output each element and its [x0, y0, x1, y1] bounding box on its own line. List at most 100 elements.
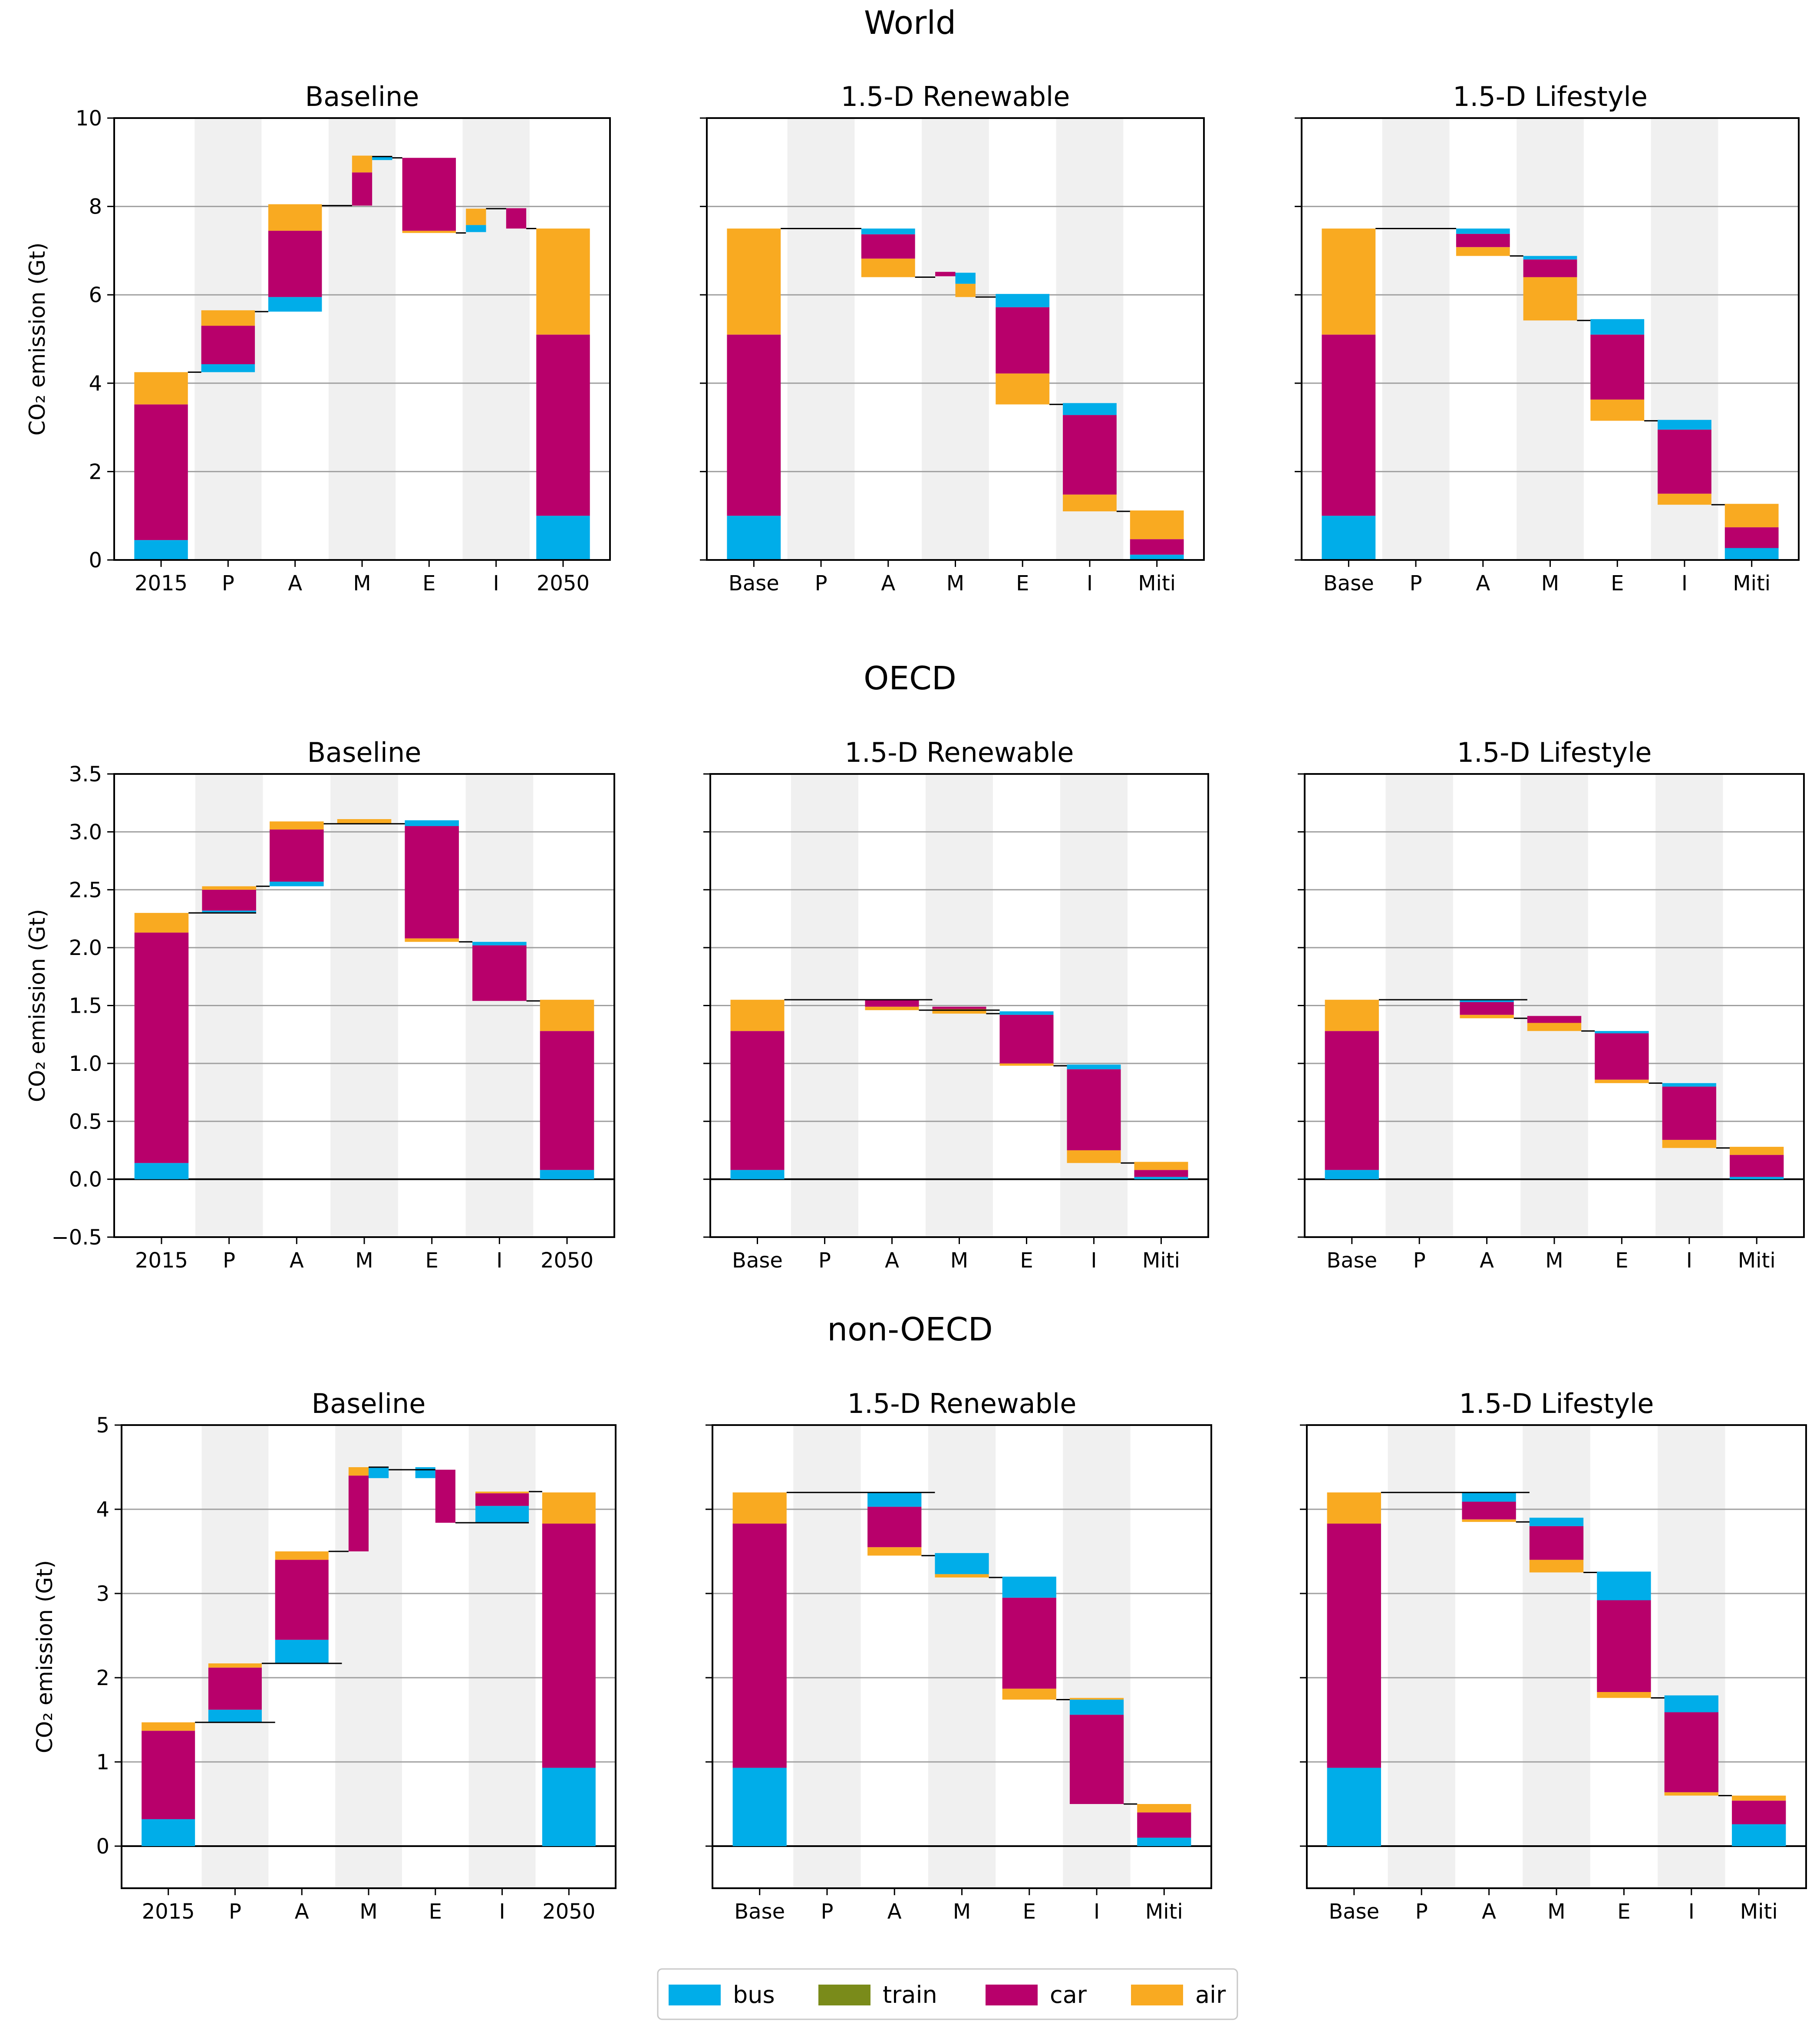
- x-tick-label: Miti: [1138, 571, 1176, 596]
- bar-segment-car: [865, 1000, 919, 1007]
- x-tick-label: 2015: [142, 1900, 195, 1924]
- bar-segment-car: [1322, 334, 1376, 516]
- bar-segment-car: [506, 208, 527, 229]
- x-tick-label: Base: [729, 571, 779, 596]
- bar-segment-bus: [536, 516, 590, 560]
- bar-segment-car: [405, 826, 459, 938]
- y-tick-label: −0.5: [51, 1225, 102, 1250]
- bar-segment-car: [352, 172, 373, 206]
- y-tick-label: 1.0: [69, 1052, 102, 1076]
- bar-segment-bus: [134, 1163, 189, 1179]
- bar-segment-bus: [202, 910, 256, 913]
- bar-segment-bus: [142, 1819, 195, 1846]
- y-tick-label: 2: [89, 460, 102, 484]
- bar-segment-car: [932, 1007, 986, 1009]
- bar-segment-bus: [1732, 1824, 1786, 1846]
- region-oecd: OECD CO₂ emission (Gt) Baseline −0.5 0.0 0.5 1…: [25, 660, 1805, 1273]
- x-tick-label: M: [953, 1900, 971, 1924]
- region-title: OECD: [864, 660, 956, 697]
- panel-title: 1.5-D Renewable: [841, 81, 1070, 112]
- bar-segment-car: [1067, 1069, 1121, 1150]
- bar-segment-car: [201, 326, 255, 365]
- bar-segment-bus: [1137, 1837, 1191, 1846]
- y-axis-label: CO₂ emission (Gt): [32, 1560, 57, 1753]
- bar-segment-air: [1529, 1560, 1584, 1573]
- y-tick-label: 4: [89, 372, 102, 396]
- bar-segment-air: [268, 204, 322, 231]
- bar-segment-bus: [1664, 1695, 1718, 1712]
- bar-segment-air: [134, 372, 188, 405]
- bar-segment-bus: [1529, 1518, 1584, 1526]
- bar-segment-air: [867, 1547, 922, 1556]
- bar-segment-car: [540, 1031, 594, 1170]
- bar-segment-air: [1456, 247, 1510, 256]
- bar-segment-car: [542, 1523, 596, 1768]
- x-tick-label: A: [885, 1248, 899, 1273]
- y-tick-label: 0: [89, 548, 102, 573]
- bar-segment-car: [727, 334, 781, 516]
- bar-segment-car: [996, 307, 1050, 374]
- panel-title: Baseline: [307, 737, 422, 768]
- bar-segment-air: [405, 938, 459, 942]
- x-tick-label: P: [223, 1248, 235, 1273]
- x-tick-label: M: [353, 571, 371, 596]
- bar-segment-air: [996, 373, 1050, 405]
- x-tick-label: E: [425, 1248, 439, 1273]
- bar-segment-bus: [1724, 548, 1779, 560]
- panel-title: Baseline: [312, 1388, 426, 1419]
- region-world: World CO₂ emission (Gt) Baseline 0 2 4 6 8 10 201…: [25, 4, 1800, 596]
- x-tick-label: E: [1615, 1248, 1628, 1273]
- bar-segment-car: [1590, 334, 1645, 400]
- y-tick-label: 3: [96, 1582, 109, 1606]
- y-tick-label: 6: [89, 283, 102, 307]
- legend-label-air: air: [1195, 1981, 1226, 2008]
- background-band: [1517, 118, 1584, 560]
- x-tick-label: E: [422, 571, 435, 596]
- panel-1-5-d-renewable: 1.5-D Renewable Base P A M E I Miti: [706, 1388, 1212, 1924]
- x-tick-label: Miti: [1733, 571, 1771, 596]
- bar-segment-air: [201, 310, 255, 326]
- bar-segment-air: [466, 208, 486, 225]
- bar-segment-air: [475, 1491, 529, 1494]
- bar-segment-bus: [475, 1506, 529, 1523]
- legend-frame: [657, 1968, 1238, 2020]
- bar-segment-car: [1327, 1523, 1381, 1768]
- bar-segment-car: [1662, 1086, 1716, 1140]
- bar-segment-car: [1325, 1031, 1379, 1170]
- bar-segment-car: [1002, 1597, 1056, 1689]
- panel-baseline: Baseline 0 1 2 3 4 5 2015 P A M E I 2050: [96, 1388, 617, 1924]
- legend-swatch-bus: [669, 1985, 721, 2005]
- y-tick-label: 1: [96, 1750, 109, 1774]
- bar-segment-air: [352, 155, 373, 173]
- bar-segment-air: [536, 228, 590, 335]
- y-tick-label: 2.5: [69, 878, 102, 902]
- x-tick-label: 2015: [135, 571, 188, 596]
- background-band: [1388, 1425, 1455, 1888]
- x-tick-label: M: [359, 1900, 377, 1924]
- y-tick-label: 10: [76, 106, 102, 131]
- bar-segment-car: [142, 1731, 195, 1819]
- bar-segment-bus: [372, 156, 392, 160]
- bar-segment-car: [730, 1031, 785, 1170]
- x-tick-label: A: [295, 1900, 309, 1924]
- bar-segment-car: [1724, 527, 1779, 548]
- x-tick-label: Miti: [1145, 1900, 1183, 1924]
- x-tick-label: I: [1686, 1248, 1692, 1273]
- bar-segment-bus: [861, 228, 915, 234]
- x-tick-label: Base: [734, 1900, 785, 1924]
- bar-segment-bus: [369, 1467, 389, 1478]
- bar-segment-car: [268, 230, 322, 297]
- background-band: [1382, 118, 1450, 560]
- background-band: [201, 1425, 269, 1888]
- x-tick-label: E: [1611, 571, 1624, 596]
- x-tick-label: M: [1547, 1900, 1565, 1924]
- bar-segment-air: [134, 913, 189, 933]
- panel-1-5-d-lifestyle: 1.5-D Lifestyle Base P A M E I Miti: [1298, 737, 1805, 1273]
- x-tick-label: I: [1094, 1900, 1100, 1924]
- bar-segment-air: [208, 1663, 262, 1668]
- bar-segment-car: [1529, 1526, 1584, 1560]
- bar-segment-bus: [1730, 1177, 1784, 1179]
- bar-segment-car: [1134, 1170, 1188, 1177]
- bar-segment-bus: [1069, 1699, 1124, 1715]
